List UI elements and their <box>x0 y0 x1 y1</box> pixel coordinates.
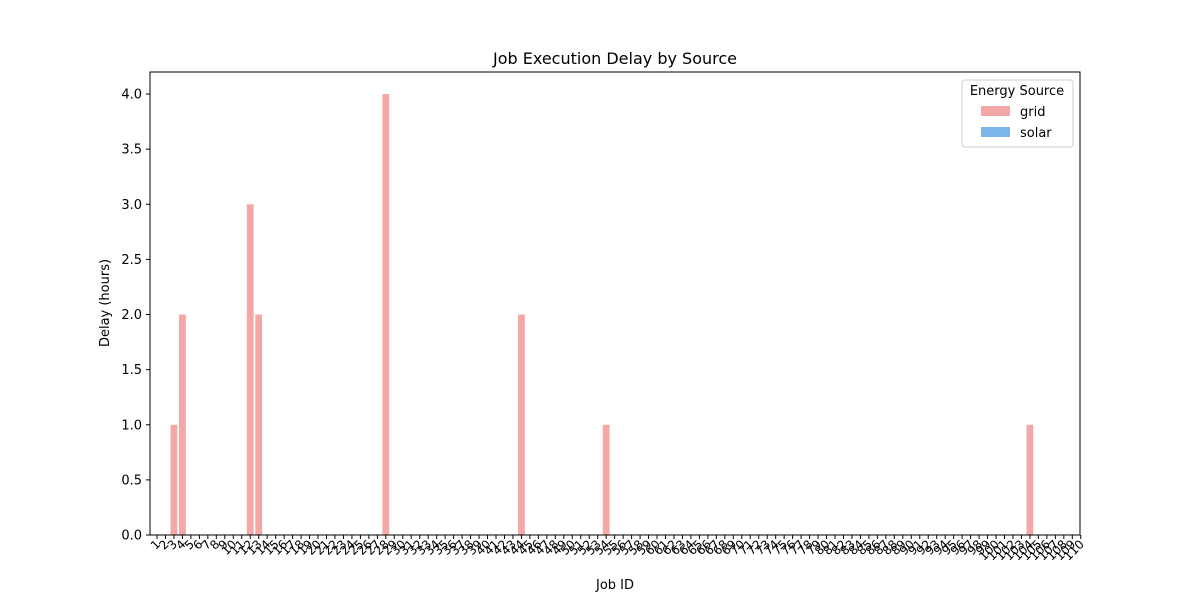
y-tick-label: 0.0 <box>121 529 142 544</box>
legend-entry-solar: solar <box>1020 126 1052 141</box>
bar-grid-job-28 <box>382 94 390 536</box>
legend-entry-grid: grid <box>1020 105 1045 120</box>
bar-grid-job-13 <box>255 314 263 535</box>
y-axis-label: Delay (hours) <box>98 259 113 347</box>
legend: Energy Source grid solar <box>961 79 1074 148</box>
y-tick-label: 2.0 <box>121 308 142 323</box>
y-tick-label: 3.5 <box>121 143 142 158</box>
y-tick-label: 1.5 <box>121 363 142 378</box>
bar-grid-job-3 <box>170 424 178 535</box>
legend-title: Energy Source <box>970 84 1064 99</box>
bars-group <box>170 94 1034 536</box>
bar-grid-job-12 <box>246 204 254 536</box>
y-tick-label: 0.5 <box>121 473 142 488</box>
bar-grid-job-104 <box>1026 424 1034 535</box>
plot-frame <box>149 71 1081 536</box>
y-tick-label: 4.0 <box>121 88 142 103</box>
x-axis-label: Job ID <box>595 578 634 593</box>
bar-grid-job-4 <box>179 314 186 535</box>
y-tick-label: 3.0 <box>121 198 142 213</box>
legend-swatch-grid <box>981 106 1010 116</box>
chart-title: Job Execution Delay by Source <box>492 49 737 68</box>
bar-grid-job-54 <box>602 424 610 535</box>
legend-swatch-solar <box>981 127 1010 137</box>
y-tick-label: 2.5 <box>121 253 142 268</box>
y-ticks-group: 0.0 0.5 1.0 1.5 2.0 2.5 3.0 3.5 4.0 <box>121 88 150 544</box>
y-tick-label: 1.0 <box>121 418 142 433</box>
bar-grid-job-44 <box>518 314 525 535</box>
x-ticks-group: 1234567891011121314151617181920212223242… <box>148 535 1087 563</box>
